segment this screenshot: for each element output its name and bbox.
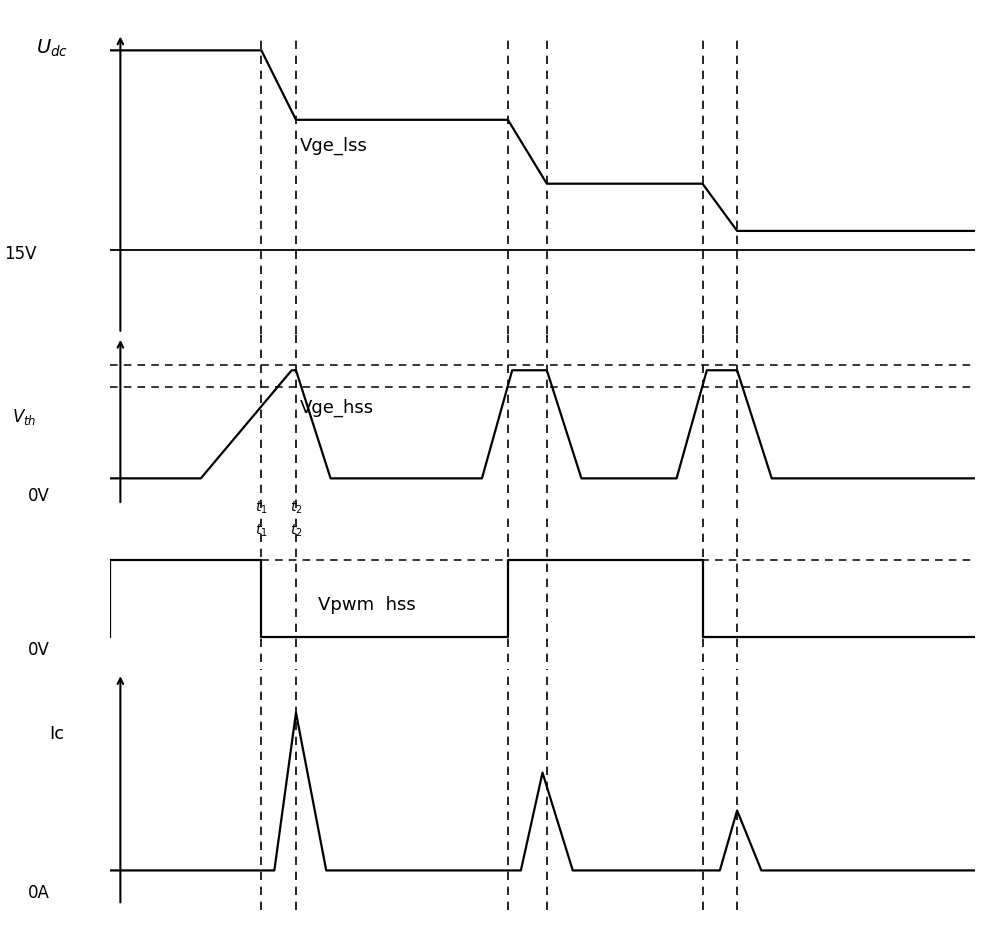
Text: 0A: 0A — [28, 884, 49, 901]
Text: $t_1$: $t_1$ — [255, 522, 268, 539]
Text: 0V: 0V — [28, 641, 49, 658]
Text: $V_{th}$: $V_{th}$ — [12, 407, 36, 427]
Text: 15V: 15V — [4, 246, 36, 264]
Text: $U_{dc}$: $U_{dc}$ — [36, 38, 69, 58]
Text: $t_2$: $t_2$ — [290, 522, 302, 539]
Text: Vge_hss: Vge_hss — [300, 399, 374, 416]
Text: 0V: 0V — [28, 487, 49, 505]
Text: $t_2$: $t_2$ — [290, 500, 302, 517]
Text: Vpwm  hss: Vpwm hss — [318, 597, 415, 614]
Text: Vge_lss: Vge_lss — [300, 136, 368, 155]
Text: Ic: Ic — [49, 725, 65, 743]
Text: $t_1$: $t_1$ — [255, 500, 268, 517]
